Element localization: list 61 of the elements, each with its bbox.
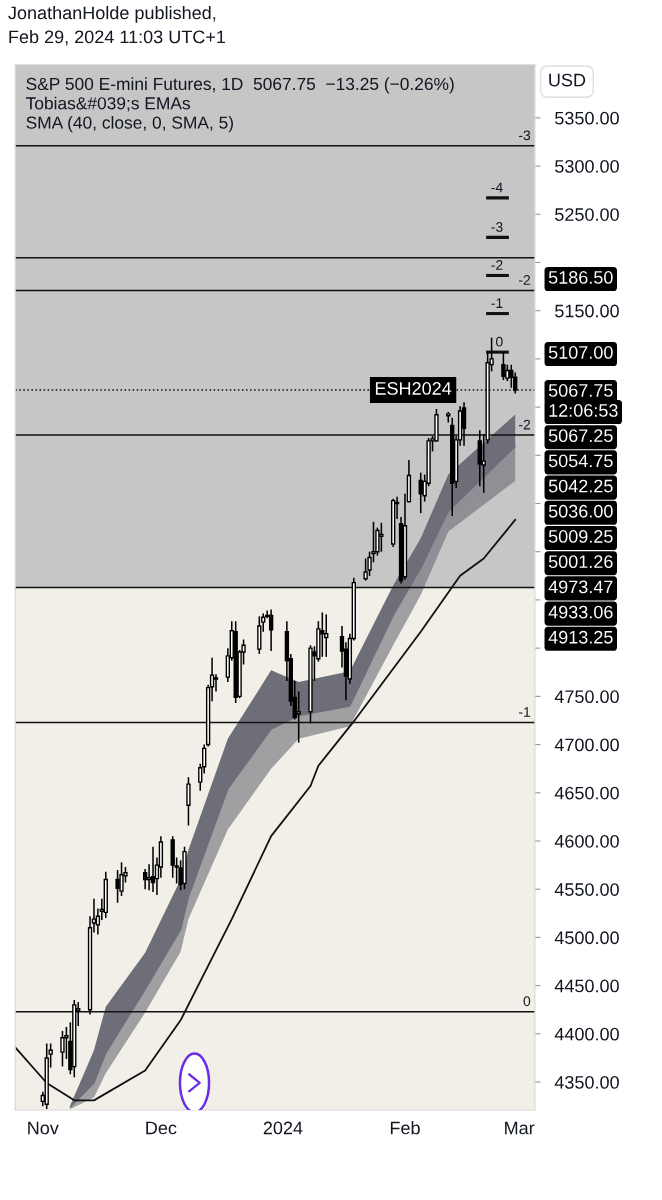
annotation: -2 [519, 275, 531, 285]
y-tick-label: 4750.00 [554, 690, 619, 704]
y-tick-label: 4600.00 [554, 834, 619, 848]
y-tick-label: 4400.00 [554, 1027, 619, 1041]
candlestick [324, 613, 329, 658]
chart-title: JonathanHolde published, [8, 6, 216, 23]
text: 5067.25 [548, 429, 613, 443]
candlestick [142, 868, 148, 890]
candlestick [213, 673, 219, 693]
annotation: Tobias&#039;s EMAs [26, 96, 190, 112]
candlestick [150, 846, 156, 893]
text: 5067.75 [548, 384, 613, 397]
text: 5107.00 [548, 346, 613, 359]
annotation: S&P 500 E-mini Futures, 1D 5067.75 −13.25 (−0.26%) [26, 77, 454, 94]
annotation: 0 [523, 996, 531, 1007]
annotation: -1 [519, 707, 531, 717]
y-tick-label: 5300.00 [555, 159, 619, 173]
text: 5042.25 [548, 479, 613, 493]
x-tick-label: Mar [505, 1121, 535, 1135]
text: 4933.06 [548, 605, 613, 619]
annotation: -4 [491, 182, 503, 193]
candlestick [146, 863, 152, 891]
text: 5186.50 [548, 271, 613, 284]
chart-subtitle: Feb 29, 2024 11:03 UTC+1 [9, 30, 226, 46]
annotation: -3 [491, 222, 503, 232]
y-tick-label: 4350.00 [554, 1075, 619, 1089]
annotation: -3 [519, 130, 531, 141]
text: 4913.25 [548, 630, 613, 644]
candlestick [115, 869, 120, 904]
candlestick [296, 690, 301, 744]
annotation: SMA (40, close, 0, SMA, 5) [26, 116, 233, 133]
x-tick-label: 2024 [263, 1121, 303, 1135]
candlestick [379, 522, 384, 553]
candlestick [186, 776, 191, 827]
annotation: -2 [491, 260, 503, 270]
x-tick-label: Feb [390, 1121, 420, 1135]
ref-line-label: ESH2024 [375, 382, 452, 395]
text: 12:06:53 [549, 404, 618, 417]
y-tick-label: 4650.00 [554, 786, 619, 800]
y-tick-label: 4700.00 [554, 738, 619, 752]
text: 5036.00 [548, 504, 613, 518]
y-tick-label: 4500.00 [554, 931, 619, 945]
y-tick-label: 4550.00 [554, 883, 619, 896]
text: 5054.75 [548, 454, 613, 468]
y-tick-label: 5250.00 [555, 208, 619, 221]
annotation: -2 [519, 419, 531, 430]
x-tick-label: Dec [146, 1121, 177, 1135]
x-tick-label: Nov [28, 1121, 59, 1135]
y-axis-title: USD [549, 73, 586, 87]
text: 4973.47 [548, 580, 613, 594]
candlestick [320, 611, 325, 658]
y-tick-label: 4450.00 [554, 979, 619, 993]
text: 5001.26 [548, 555, 613, 569]
annotation: 0 [495, 336, 503, 347]
text: 5009.25 [548, 530, 613, 543]
y-tick-label: 5350.00 [555, 111, 619, 125]
candlestick [501, 351, 506, 381]
candlestick [60, 1030, 65, 1068]
y-tick-label: 5150.00 [555, 304, 619, 318]
candlestick [257, 615, 262, 655]
annotation: -1 [491, 298, 503, 308]
